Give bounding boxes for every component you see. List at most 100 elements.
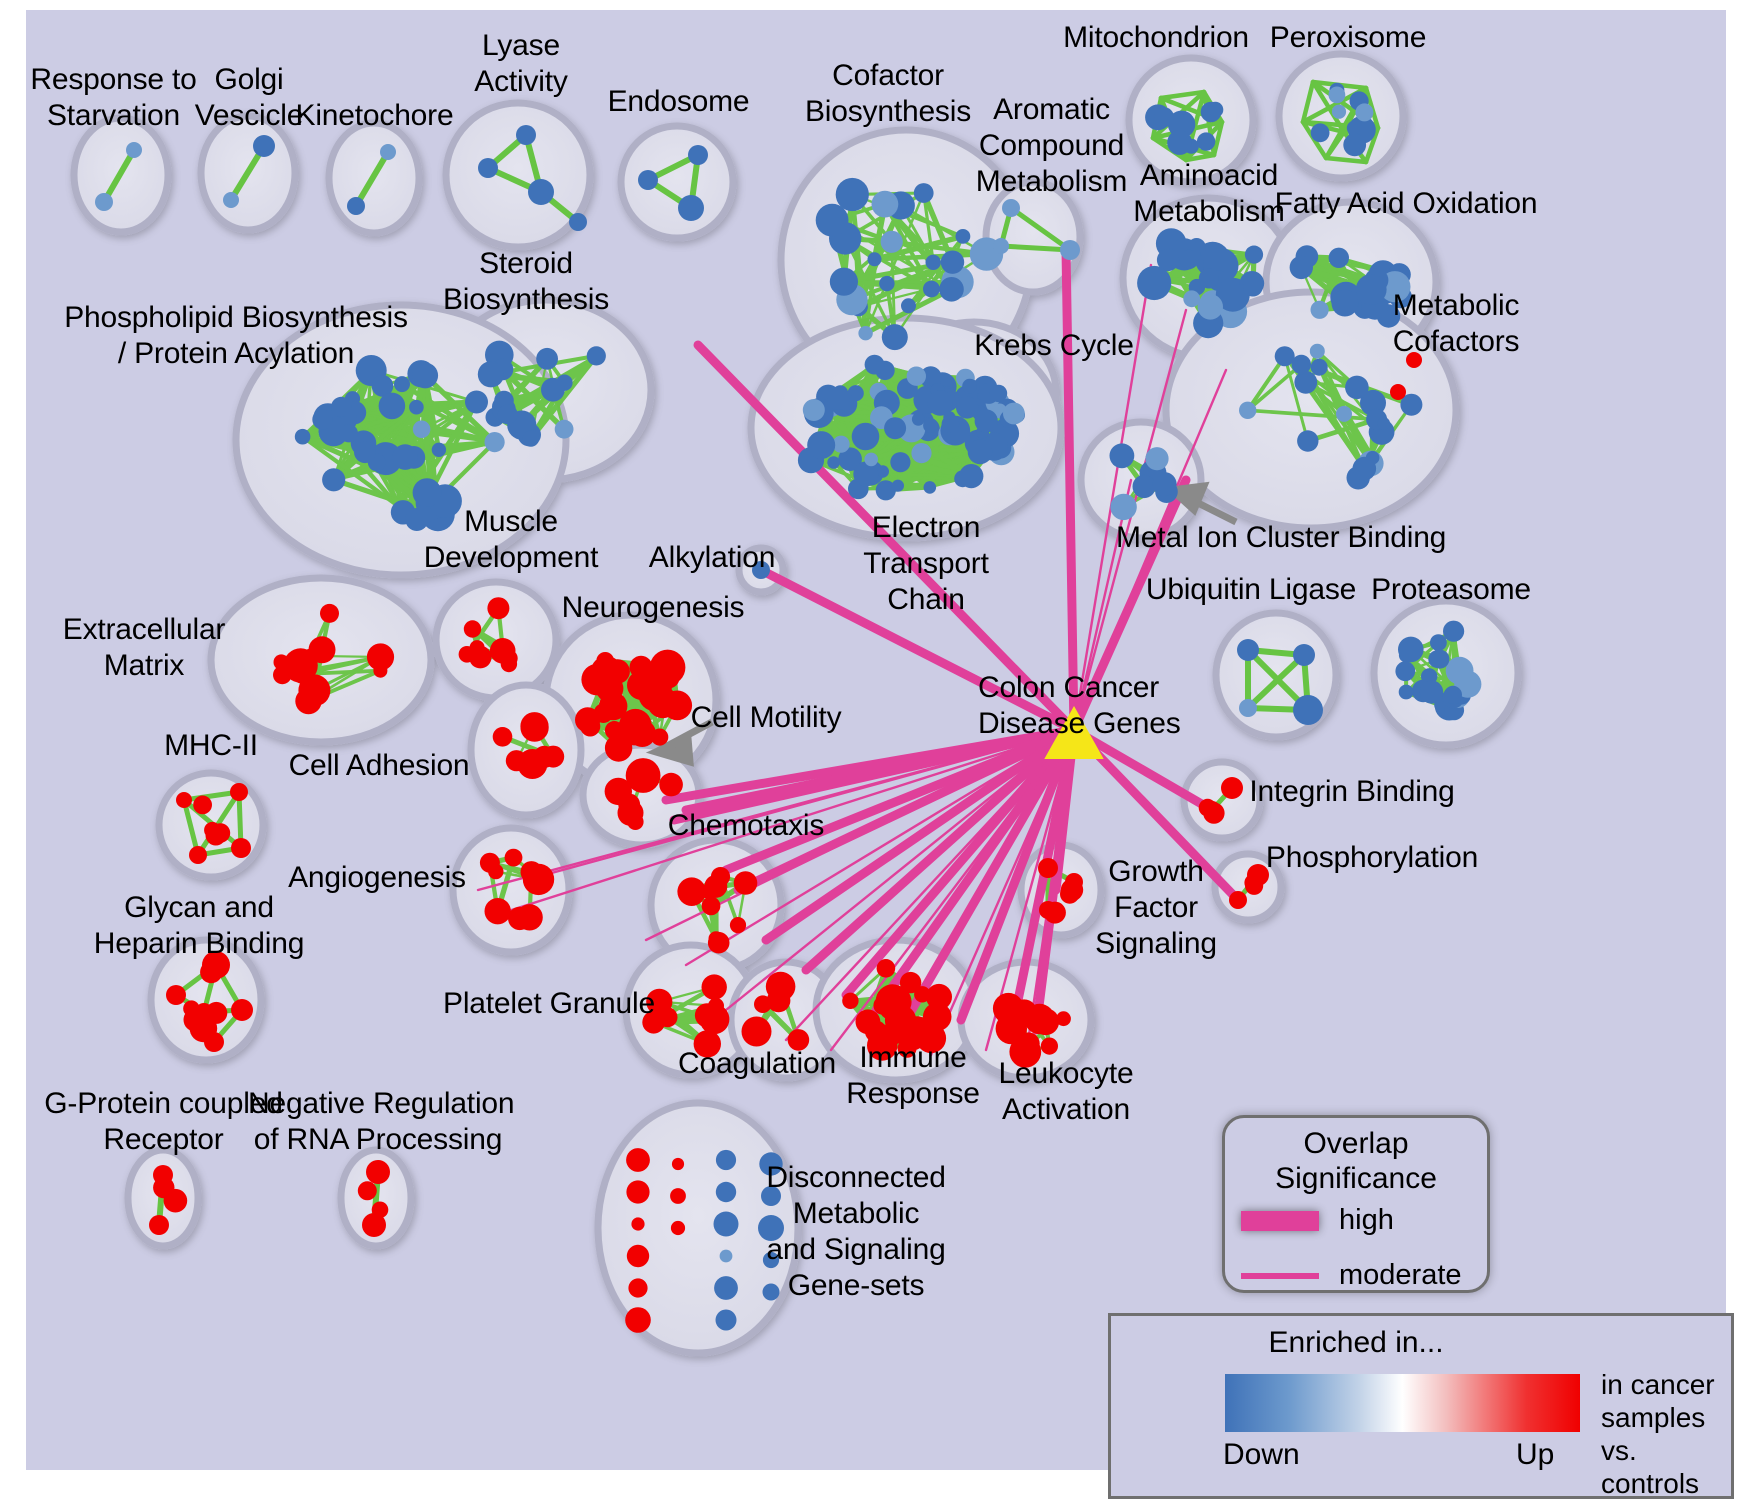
gene-set-node[interactable] (516, 125, 536, 145)
gene-set-node[interactable] (1377, 417, 1391, 430)
gene-set-node[interactable] (163, 1188, 188, 1213)
gene-set-node[interactable] (864, 354, 885, 375)
gene-set-node[interactable] (394, 376, 410, 393)
gene-set-node[interactable] (253, 135, 275, 157)
gene-set-node[interactable] (876, 465, 889, 478)
gene-set-node[interactable] (762, 1283, 780, 1301)
gene-set-node[interactable] (542, 745, 565, 768)
gene-set-node[interactable] (693, 1030, 721, 1058)
gene-set-node[interactable] (759, 1152, 783, 1176)
gene-set-node[interactable] (876, 959, 896, 978)
gene-set-node[interactable] (875, 480, 896, 501)
gene-set-node[interactable] (1247, 864, 1269, 886)
gene-set-node[interactable] (688, 145, 708, 165)
gene-set-node[interactable] (409, 399, 424, 415)
gene-set-node[interactable] (469, 640, 485, 656)
gene-set-node[interactable] (500, 649, 518, 667)
gene-set-node[interactable] (362, 1213, 386, 1237)
gene-set-node[interactable] (923, 280, 940, 298)
gene-set-node[interactable] (380, 144, 396, 160)
gene-set-node[interactable] (1229, 891, 1247, 909)
gene-set-node[interactable] (378, 392, 406, 420)
gene-set-node[interactable] (347, 197, 365, 215)
gene-set-node[interactable] (832, 435, 850, 453)
gene-set-node[interactable] (881, 324, 908, 351)
gene-set-node[interactable] (492, 727, 513, 747)
gene-set-node[interactable] (1343, 133, 1367, 157)
gene-set-node[interactable] (671, 1157, 685, 1171)
gene-set-node[interactable] (605, 659, 630, 684)
gene-set-node[interactable] (873, 996, 892, 1015)
gene-set-node[interactable] (478, 158, 498, 178)
gene-set-node[interactable] (1183, 290, 1201, 308)
gene-set-node[interactable] (516, 904, 543, 931)
gene-set-node[interactable] (1145, 447, 1169, 471)
gene-set-node[interactable] (1395, 661, 1416, 682)
gene-set-node[interactable] (891, 479, 905, 492)
gene-set-node[interactable] (1336, 405, 1352, 422)
gene-set-node[interactable] (1203, 801, 1221, 819)
gene-set-node[interactable] (1291, 354, 1312, 375)
gene-set-node[interactable] (1197, 294, 1224, 320)
gene-set-node[interactable] (189, 846, 207, 864)
gene-set-node[interactable] (1294, 370, 1318, 394)
gene-set-node[interactable] (838, 447, 862, 472)
gene-set-node[interactable] (663, 662, 684, 682)
gene-set-node[interactable] (1310, 358, 1328, 376)
gene-set-node[interactable] (911, 412, 925, 426)
gene-set-node[interactable] (1355, 274, 1387, 305)
gene-set-node[interactable] (701, 974, 727, 1000)
gene-set-node[interactable] (202, 951, 230, 979)
gene-set-node[interactable] (648, 677, 672, 701)
gene-set-node[interactable] (956, 396, 979, 419)
gene-set-node[interactable] (465, 390, 488, 414)
gene-set-node[interactable] (195, 1003, 213, 1021)
gene-set-node[interactable] (1398, 684, 1414, 700)
gene-set-node[interactable] (1345, 375, 1369, 400)
gene-set-node[interactable] (626, 1244, 650, 1268)
gene-set-node[interactable] (371, 375, 394, 397)
gene-set-node[interactable] (897, 1038, 917, 1058)
gene-set-node[interactable] (1038, 858, 1058, 878)
gene-set-node[interactable] (412, 420, 431, 439)
gene-set-node[interactable] (599, 691, 628, 721)
gene-set-node[interactable] (851, 422, 880, 451)
gene-set-node[interactable] (802, 399, 825, 421)
gene-set-node[interactable] (153, 1165, 173, 1185)
gene-set-node[interactable] (1198, 268, 1219, 289)
gene-set-node[interactable] (911, 443, 932, 464)
gene-set-node[interactable] (638, 170, 658, 190)
gene-set-node[interactable] (651, 728, 669, 746)
gene-set-node[interactable] (1132, 474, 1156, 499)
gene-set-node[interactable] (899, 971, 922, 994)
gene-set-node[interactable] (879, 275, 895, 292)
gene-set-node[interactable] (149, 1215, 169, 1235)
gene-set-node[interactable] (522, 863, 555, 896)
gene-set-node[interactable] (719, 1249, 733, 1263)
gene-set-node[interactable] (758, 1215, 784, 1241)
gene-set-node[interactable] (967, 439, 993, 465)
gene-set-node[interactable] (858, 326, 873, 341)
gene-set-node[interactable] (890, 452, 911, 473)
gene-set-node[interactable] (708, 931, 724, 947)
gene-set-node[interactable] (714, 1276, 738, 1300)
gene-set-node[interactable] (1011, 999, 1038, 1026)
gene-set-node[interactable] (231, 838, 251, 858)
gene-set-node[interactable] (678, 195, 704, 221)
gene-set-node[interactable] (1443, 685, 1462, 705)
gene-set-node[interactable] (1167, 130, 1192, 155)
gene-set-node[interactable] (204, 1032, 224, 1052)
gene-set-node[interactable] (914, 986, 931, 1003)
gene-set-node[interactable] (1309, 343, 1325, 359)
gene-set-node[interactable] (176, 792, 192, 808)
gene-set-node[interactable] (864, 452, 878, 467)
gene-set-node[interactable] (629, 655, 653, 679)
gene-set-node[interactable] (477, 361, 504, 388)
gene-set-node[interactable] (569, 213, 587, 231)
gene-set-node[interactable] (662, 690, 693, 721)
gene-set-node[interactable] (95, 193, 113, 211)
gene-set-node[interactable] (625, 758, 661, 793)
gene-set-node[interactable] (1443, 620, 1465, 642)
gene-set-node[interactable] (1390, 384, 1406, 400)
gene-set-node[interactable] (677, 877, 706, 906)
